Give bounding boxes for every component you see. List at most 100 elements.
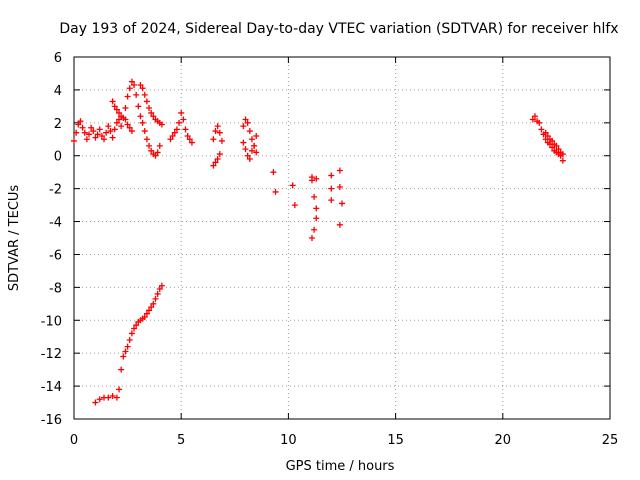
data-point — [71, 137, 77, 144]
data-point — [143, 310, 150, 317]
series-sat-q — [328, 172, 335, 204]
series-sat-g — [167, 109, 195, 146]
data-point — [75, 121, 82, 128]
data-point — [122, 105, 129, 112]
data-point — [113, 394, 120, 401]
data-point — [272, 188, 279, 195]
data-point — [529, 116, 536, 123]
y-tick-label: -16 — [41, 413, 62, 428]
data-point — [73, 129, 80, 136]
data-point — [111, 126, 118, 133]
data-point — [146, 105, 153, 112]
data-point — [240, 123, 247, 130]
data-point — [244, 119, 251, 126]
data-point — [139, 119, 146, 126]
data-point — [109, 392, 116, 399]
data-point — [116, 386, 123, 393]
data-point — [328, 172, 335, 179]
data-point — [133, 322, 140, 329]
data-point — [167, 136, 174, 143]
x-tick-label: 15 — [387, 433, 404, 448]
data-point — [128, 128, 135, 135]
data-point — [336, 167, 343, 174]
data-point — [141, 128, 148, 135]
data-point — [92, 399, 99, 406]
data-point — [336, 221, 343, 228]
x-tick-label: 5 — [177, 433, 185, 448]
y-tick-label: -2 — [49, 183, 62, 198]
data-point — [146, 307, 153, 314]
data-point — [536, 119, 543, 126]
data-point — [210, 136, 217, 143]
data-point — [289, 182, 296, 189]
data-point — [143, 136, 150, 143]
x-tick-label: 20 — [495, 433, 512, 448]
data-point — [248, 136, 255, 143]
data-point — [171, 129, 178, 136]
data-point — [128, 330, 135, 337]
data-point — [184, 132, 191, 139]
data-point — [122, 348, 129, 355]
y-axis-label: SDTVAR / TECUs — [7, 185, 22, 292]
data-point — [148, 147, 155, 154]
data-point — [176, 119, 183, 126]
data-point — [86, 131, 93, 138]
data-point — [549, 137, 556, 144]
y-tick-label: -10 — [41, 314, 62, 329]
data-point — [150, 113, 157, 120]
data-point — [103, 129, 110, 136]
data-point — [212, 159, 219, 166]
data-point — [158, 121, 165, 128]
data-point — [96, 396, 103, 403]
series-sat-c — [109, 98, 135, 135]
data-points — [71, 78, 566, 406]
data-point — [210, 162, 217, 169]
data-point — [146, 142, 153, 149]
data-point — [98, 132, 105, 139]
data-point — [126, 124, 133, 131]
data-point — [544, 132, 551, 139]
data-point — [531, 113, 538, 120]
x-tick-labels: 0 5 10 15 20 25 — [70, 433, 618, 448]
data-point — [253, 132, 260, 139]
data-point — [90, 128, 97, 135]
x-tick-label: 10 — [280, 433, 297, 448]
data-point — [242, 146, 249, 153]
data-point — [116, 116, 123, 123]
data-point — [240, 139, 247, 146]
data-point — [313, 175, 320, 182]
data-point — [246, 128, 253, 135]
data-point — [148, 304, 155, 311]
data-point — [291, 202, 298, 209]
data-point — [133, 91, 140, 98]
data-point — [92, 134, 99, 141]
data-point — [214, 123, 221, 130]
y-tick-labels: -16 -14 -12 -10 -8 -6 -4 -2 0 2 4 6 — [41, 51, 62, 428]
data-point — [270, 169, 277, 176]
data-point — [152, 295, 159, 302]
data-point — [109, 98, 116, 105]
data-point — [109, 134, 116, 141]
data-point — [131, 325, 138, 332]
series-sat-p — [308, 174, 320, 182]
y-tick-label: -14 — [41, 380, 62, 395]
x-tick-label: 0 — [70, 433, 78, 448]
data-point — [248, 147, 255, 154]
y-tick-label: -8 — [49, 281, 62, 296]
data-point — [141, 91, 148, 98]
data-point — [124, 93, 131, 100]
data-point — [186, 136, 193, 143]
data-point — [559, 151, 566, 158]
series-sat-m — [289, 182, 298, 209]
data-point — [180, 116, 187, 123]
data-point — [313, 215, 320, 222]
data-point — [246, 156, 253, 163]
data-point — [135, 103, 142, 110]
data-point — [214, 156, 221, 163]
data-point — [542, 129, 549, 136]
data-point — [553, 142, 560, 149]
series-sat-h — [210, 123, 225, 144]
data-point — [124, 121, 131, 128]
grid — [74, 57, 610, 419]
data-point — [81, 129, 88, 136]
